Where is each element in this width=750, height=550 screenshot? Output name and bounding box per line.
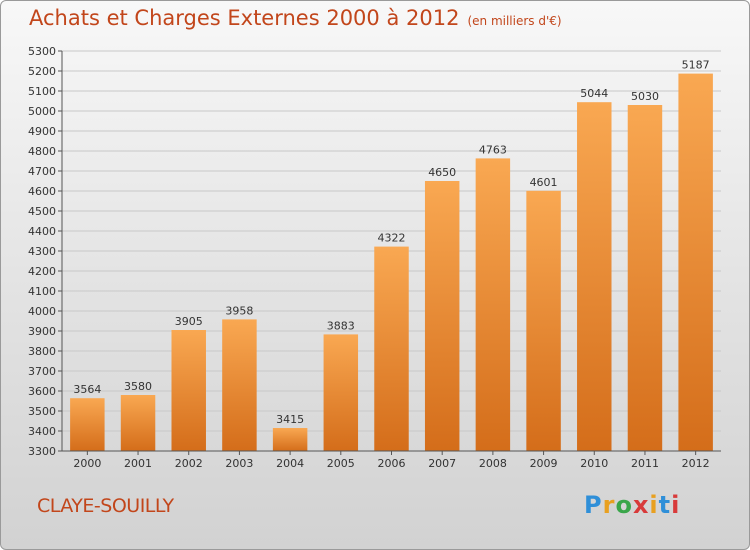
value-label-2005: 3883 — [327, 319, 355, 332]
bar-2012 — [678, 73, 713, 451]
y-tick-label: 4500 — [28, 205, 56, 218]
bar-2000 — [70, 398, 105, 451]
y-tick-label: 5200 — [28, 65, 56, 78]
y-axis: 3300 3400 3500 3600 3700 3800 3900 4000 4100 4200… — [28, 45, 63, 458]
y-tick-label: 4000 — [28, 305, 56, 318]
x-tick-label-2009: 2009 — [530, 457, 558, 470]
bar-2004 — [272, 428, 308, 451]
x-tick-label-2002: 2002 — [175, 457, 203, 470]
bar-2006 — [374, 246, 409, 451]
x-tick-label-2011: 2011 — [631, 457, 659, 470]
chart-subtitle: (en milliers d'€) — [467, 14, 562, 28]
y-tick-label: 3800 — [28, 345, 56, 358]
y-tick-label: 4900 — [28, 125, 56, 138]
value-label-2008: 4763 — [479, 143, 507, 156]
y-tick-label: 3700 — [28, 365, 56, 378]
value-label-2011: 5030 — [631, 90, 659, 103]
bar-2001 — [120, 395, 156, 451]
y-tick-label: 3900 — [28, 325, 56, 338]
y-tick-label: 3500 — [28, 405, 56, 418]
logo-letter: P — [584, 491, 603, 519]
x-tick-label-2008: 2008 — [479, 457, 507, 470]
value-label-2001: 3580 — [124, 380, 152, 393]
bar-2010 — [577, 102, 612, 451]
value-label-2009: 4601 — [530, 176, 558, 189]
y-tick-label: 4400 — [28, 225, 56, 238]
y-tick-label: 4700 — [28, 165, 56, 178]
y-tick-label: 3600 — [28, 385, 56, 398]
y-tick-label: 3300 — [28, 445, 56, 458]
x-tick-label-2006: 2006 — [378, 457, 406, 470]
y-tick-label: 4600 — [28, 185, 56, 198]
y-tick-label: 4800 — [28, 145, 56, 158]
bar-2008 — [475, 158, 511, 451]
x-tick-label-2007: 2007 — [428, 457, 456, 470]
value-label-2002: 3905 — [175, 315, 203, 328]
x-tick-label-2004: 2004 — [276, 457, 304, 470]
bar-2003 — [222, 319, 257, 451]
proxiti-logo[interactable]: Proxiti — [584, 491, 680, 519]
x-tick-label-2003: 2003 — [225, 457, 253, 470]
bar-2002 — [171, 330, 206, 451]
y-tick-label: 5000 — [28, 105, 56, 118]
logo-letter: r — [602, 491, 616, 519]
value-label-2006: 4322 — [378, 232, 406, 245]
chart-title-text: Achats et Charges Externes 2000 à 2012 — [29, 6, 460, 30]
bars: 3564 3580 3905 3958 3415 3883 4322 4650 4763 4601… — [70, 59, 713, 452]
x-tick-label-2012: 2012 — [682, 457, 710, 470]
x-axis: 2000 2001 2002 2003 2004 2005 2006 2007 2008 2009… — [62, 450, 721, 470]
x-tick-label-2005: 2005 — [327, 457, 355, 470]
y-tick-label: 3400 — [28, 425, 56, 438]
chart-title: Achats et Charges Externes 2000 à 2012 (e… — [29, 6, 562, 30]
x-tick-label-2010: 2010 — [580, 457, 608, 470]
location-label: CLAYE-SOUILLY — [37, 495, 174, 517]
logo-letter: i — [671, 491, 681, 519]
bar-2007 — [424, 181, 460, 451]
value-label-2007: 4650 — [428, 166, 456, 179]
y-tick-label: 4300 — [28, 245, 56, 258]
bar-2009 — [526, 190, 561, 452]
x-tick-label-2001: 2001 — [124, 457, 152, 470]
y-tick-label: 4100 — [28, 285, 56, 298]
value-label-2012: 5187 — [682, 59, 710, 72]
y-tick-label: 5100 — [28, 85, 56, 98]
value-label-2010: 5044 — [580, 87, 608, 100]
value-label-2000: 3564 — [73, 383, 101, 396]
x-tick-label-2000: 2000 — [73, 457, 101, 470]
logo-letter: x — [632, 491, 650, 519]
y-tick-label: 5300 — [28, 45, 56, 58]
bar-2005 — [323, 334, 359, 451]
logo-letter: i — [649, 491, 659, 519]
bar-2011 — [627, 105, 663, 451]
y-tick-label: 4200 — [28, 265, 56, 278]
value-label-2004: 3415 — [276, 413, 304, 426]
value-label-2003: 3958 — [225, 304, 253, 317]
logo-letter: t — [658, 491, 672, 519]
logo-letter: o — [615, 491, 633, 519]
